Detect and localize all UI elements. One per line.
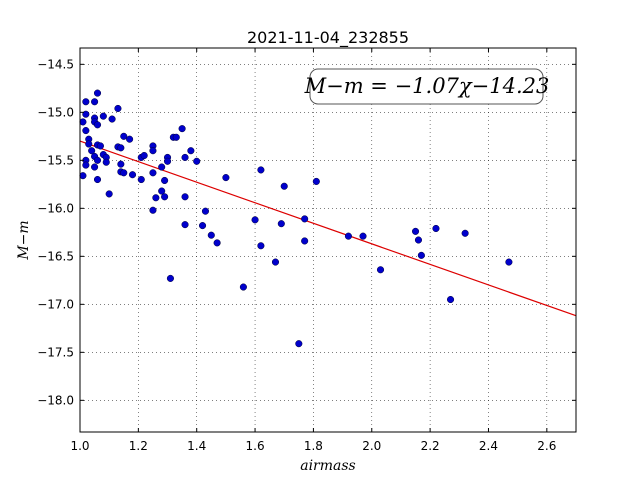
- data-point: [414, 236, 422, 244]
- data-point: [411, 227, 420, 235]
- axis-ticks: 1.0 1.2 1.4 1.6 1.8 2.0 2.2 2.4 2.6 −14.5 −15.0 −15…: [37, 48, 576, 453]
- data-point: [417, 251, 425, 259]
- data-point: [102, 158, 110, 166]
- x-tick-label: 2.2: [421, 439, 440, 453]
- data-point: [105, 190, 113, 198]
- x-tick-label: 2.4: [479, 439, 498, 453]
- data-point: [257, 166, 265, 174]
- data-point: [239, 283, 247, 291]
- data-point: [79, 118, 87, 126]
- data-point: [446, 295, 455, 304]
- data-point: [251, 216, 259, 224]
- data-point: [93, 121, 102, 129]
- data-point: [181, 153, 189, 161]
- data-point: [295, 340, 303, 348]
- y-tick-label: −17.5: [37, 345, 74, 359]
- x-tick-label: 1.8: [304, 439, 323, 453]
- data-point: [85, 140, 93, 148]
- grid: [79, 48, 576, 432]
- data-point: [277, 220, 285, 228]
- data-point: [301, 237, 309, 245]
- data-point: [99, 112, 107, 120]
- data-point: [505, 258, 513, 266]
- fit-equation: M−m = −1.07χ−14.23: [304, 74, 550, 98]
- data-point: [149, 169, 157, 177]
- data-point: [344, 232, 352, 240]
- data-point: [187, 147, 195, 155]
- data-point: [198, 222, 207, 230]
- data-point: [96, 142, 104, 150]
- data-point: [158, 187, 166, 195]
- data-point: [161, 176, 169, 185]
- data-point: [137, 175, 145, 184]
- y-tick-label: −17.0: [37, 297, 74, 311]
- data-point: [108, 115, 116, 123]
- x-tick-label: 1.2: [129, 439, 148, 453]
- data-point: [93, 89, 102, 97]
- data-point: [181, 193, 189, 201]
- y-tick-label: −14.5: [37, 57, 74, 71]
- x-tick-label: 1.0: [70, 439, 89, 453]
- data-point: [120, 132, 128, 140]
- data-point: [152, 194, 160, 202]
- x-tick-label: 2.6: [537, 439, 556, 453]
- data-point: [359, 232, 367, 240]
- data-point: [222, 174, 230, 182]
- data-point: [117, 160, 125, 168]
- data-point: [91, 98, 99, 106]
- data-point: [82, 98, 90, 106]
- data-point: [126, 135, 134, 143]
- y-axis-label: M−m: [16, 220, 32, 260]
- data-point: [312, 177, 320, 185]
- data-point: [163, 157, 172, 165]
- data-point: [93, 156, 102, 164]
- data-point: [114, 104, 122, 113]
- data-points: [79, 89, 513, 348]
- plot-frame: [79, 47, 577, 433]
- y-tick-label: −15.0: [37, 105, 74, 119]
- data-point: [140, 151, 148, 160]
- data-point: [201, 207, 210, 215]
- data-point: [149, 206, 157, 214]
- data-point: [461, 229, 469, 237]
- data-point: [301, 215, 309, 223]
- data-point: [207, 231, 215, 239]
- data-point: [257, 242, 265, 250]
- data-point: [178, 125, 186, 133]
- x-tick-label: 1.4: [187, 439, 206, 453]
- data-point: [158, 163, 166, 171]
- data-point: [280, 182, 288, 190]
- data-point: [193, 157, 201, 165]
- data-point: [93, 175, 102, 184]
- data-point: [432, 224, 440, 233]
- data-point: [82, 161, 90, 169]
- x-tick-label: 1.6: [246, 439, 265, 453]
- data-point: [271, 258, 280, 266]
- data-point: [166, 274, 174, 282]
- data-point: [88, 147, 96, 155]
- data-point: [172, 133, 180, 141]
- data-point: [376, 266, 385, 274]
- data-point: [161, 193, 169, 201]
- chart-title: 2021-11-04_232855: [247, 28, 409, 48]
- data-point: [149, 147, 157, 155]
- y-tick-label: −18.0: [37, 393, 74, 407]
- y-tick-label: −16.0: [37, 201, 74, 215]
- data-point: [181, 221, 189, 229]
- x-axis-label: airmass: [300, 458, 356, 474]
- annotation-frame: [309, 68, 544, 105]
- annotation-box: M−m = −1.07χ−14.23: [304, 68, 550, 105]
- data-point: [213, 239, 221, 247]
- data-point: [82, 127, 90, 135]
- data-point: [82, 110, 90, 118]
- data-point: [120, 169, 128, 177]
- y-tick-label: −16.5: [37, 249, 74, 263]
- data-point: [128, 171, 137, 179]
- data-point: [79, 172, 87, 180]
- data-point: [91, 163, 99, 171]
- data-point: [117, 144, 125, 152]
- x-tick-label: 2.0: [362, 439, 381, 453]
- y-tick-label: −15.5: [37, 153, 74, 167]
